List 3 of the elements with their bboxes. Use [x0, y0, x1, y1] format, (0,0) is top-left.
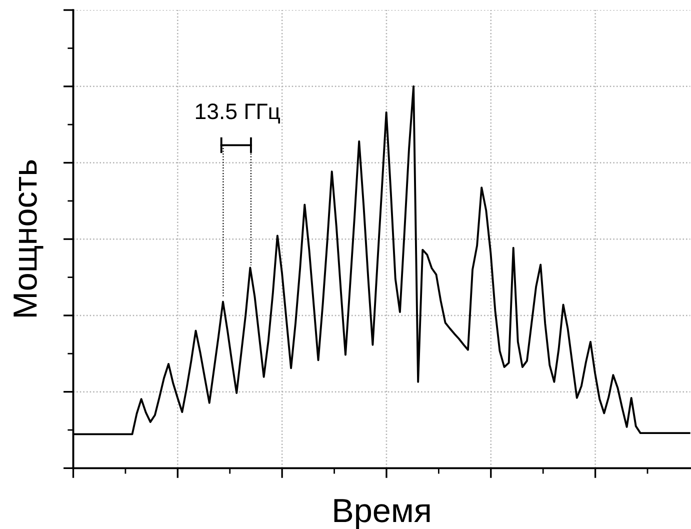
annotation: 13.5 ГГц [196, 104, 280, 124]
y-axis-title: Мощность [14, 160, 44, 317]
x-axis-title: Время [334, 499, 430, 529]
